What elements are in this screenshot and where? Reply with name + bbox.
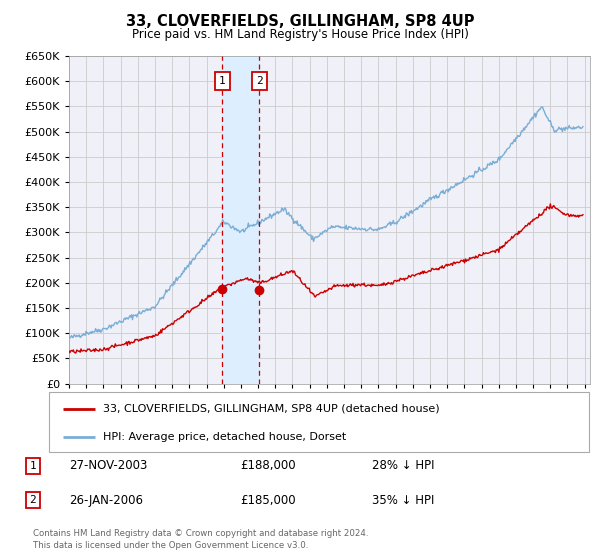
Text: 28% ↓ HPI: 28% ↓ HPI: [372, 459, 434, 473]
Text: 26-JAN-2006: 26-JAN-2006: [69, 493, 143, 507]
FancyBboxPatch shape: [49, 392, 589, 452]
Text: 2: 2: [29, 495, 37, 505]
Text: 35% ↓ HPI: 35% ↓ HPI: [372, 493, 434, 507]
Text: HPI: Average price, detached house, Dorset: HPI: Average price, detached house, Dors…: [103, 432, 346, 442]
Text: 2: 2: [256, 76, 263, 86]
Bar: [223, 56, 259, 384]
Text: 33, CLOVERFIELDS, GILLINGHAM, SP8 4UP (detached house): 33, CLOVERFIELDS, GILLINGHAM, SP8 4UP (d…: [103, 404, 440, 414]
Text: Price paid vs. HM Land Registry's House Price Index (HPI): Price paid vs. HM Land Registry's House …: [131, 28, 469, 41]
Text: 27-NOV-2003: 27-NOV-2003: [69, 459, 148, 473]
Text: £185,000: £185,000: [240, 493, 296, 507]
Text: This data is licensed under the Open Government Licence v3.0.: This data is licensed under the Open Gov…: [33, 541, 308, 550]
Text: 33, CLOVERFIELDS, GILLINGHAM, SP8 4UP: 33, CLOVERFIELDS, GILLINGHAM, SP8 4UP: [126, 14, 474, 29]
Text: £188,000: £188,000: [240, 459, 296, 473]
Text: Contains HM Land Registry data © Crown copyright and database right 2024.: Contains HM Land Registry data © Crown c…: [33, 529, 368, 538]
Text: 1: 1: [219, 76, 226, 86]
Text: 1: 1: [29, 461, 37, 471]
